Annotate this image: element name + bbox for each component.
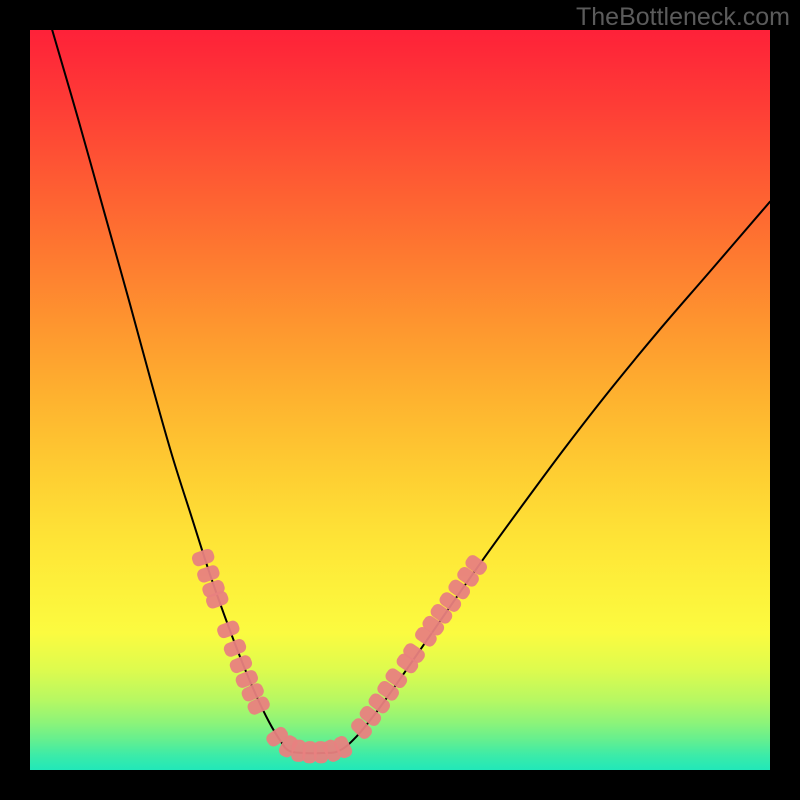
chart-root: TheBottleneck.com bbox=[0, 0, 800, 800]
chart-svg: TheBottleneck.com bbox=[0, 0, 800, 800]
watermark-text: TheBottleneck.com bbox=[576, 3, 790, 31]
